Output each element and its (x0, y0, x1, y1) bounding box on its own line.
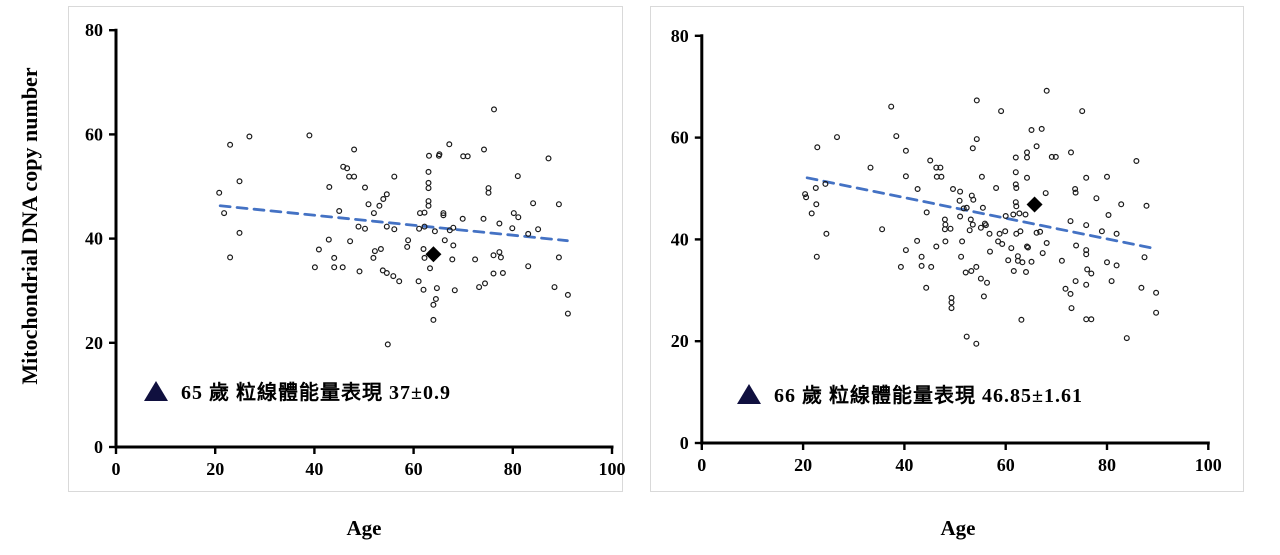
triangle-icon (737, 383, 761, 404)
left-annotation-text: 65 歲 粒線體能量表現 37±0.9 (181, 382, 451, 404)
triangle-icon (144, 380, 168, 401)
left-annotation: 65 歲 粒線體能量表現 37±0.9 (144, 376, 451, 405)
left-x-axis-title: Age (346, 516, 382, 540)
left-panel-border (68, 6, 623, 492)
right-annotation-text: 66 歲 粒線體能量表現 46.85±1.61 (774, 385, 1083, 407)
left-y-axis-title: Mitochondrial DNA copy number (17, 67, 42, 385)
right-annotation: 66 歲 粒線體能量表現 46.85±1.61 (737, 379, 1083, 408)
right-panel-border (650, 6, 1244, 492)
right-x-axis-title: Age (940, 516, 976, 540)
